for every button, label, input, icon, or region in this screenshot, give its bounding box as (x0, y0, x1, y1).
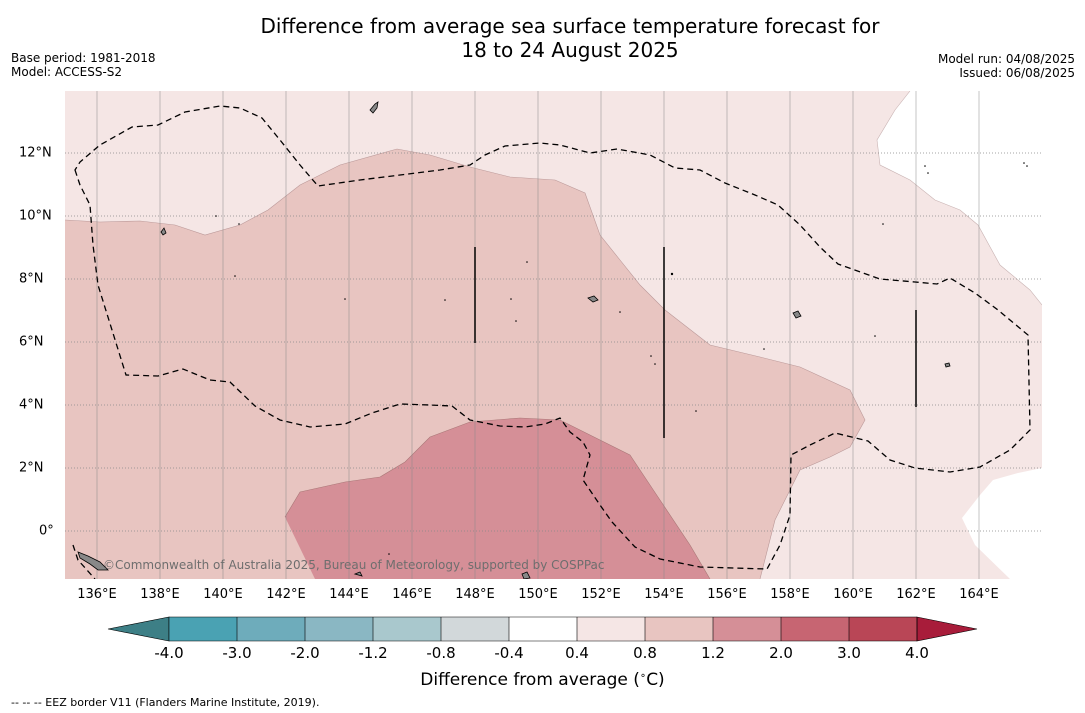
colorbar-tick: -4.0 (154, 644, 184, 662)
lat-label: 8°N (19, 271, 44, 287)
islands (77, 101, 951, 579)
colorbar-under (107, 616, 170, 642)
colorbar-bin (237, 617, 305, 641)
lat-label: 6°N (19, 334, 44, 350)
eez-border-palau-fsm (74, 105, 1031, 570)
lat-label: 12°N (19, 145, 52, 161)
model-name: Model: ACCESS-S2 (11, 65, 123, 79)
colorbar-tick: -0.4 (494, 644, 524, 662)
colorbar-bin (373, 617, 441, 641)
map-title: Difference from average sea surface temp… (0, 14, 1085, 62)
colorbar-tick: 2.0 (769, 644, 793, 662)
lon-label: 138°E (140, 587, 180, 602)
colorbar-tick: -1.2 (358, 644, 388, 662)
degree-symbol: ∘ (639, 670, 647, 682)
colorbar-bin (577, 617, 645, 641)
anomaly-band-0.8-1.2 (65, 149, 865, 579)
colorbar-tick: -3.0 (222, 644, 252, 662)
atolls (215, 162, 1028, 555)
lon-label: 154°E (644, 587, 684, 602)
lon-label: 162°E (896, 587, 936, 602)
eez-footnote: -- -- -- EEZ border V11 (Flanders Marine… (11, 696, 320, 709)
lon-label: 158°E (770, 587, 810, 602)
colorbar-tick: 4.0 (905, 644, 929, 662)
colorbar (107, 616, 978, 642)
lon-label: 152°E (581, 587, 621, 602)
lat-label: 0° (39, 523, 54, 539)
lon-label: 144°E (329, 587, 369, 602)
colorbar-tick: 0.4 (565, 644, 589, 662)
colorbar-bin (849, 617, 917, 641)
anomaly-band-near-zero (877, 91, 1042, 305)
island-manus (77, 551, 109, 571)
colorbar-label: Difference from average (∘C) (0, 670, 1085, 690)
island-pohnpei (792, 310, 802, 319)
colorbar-bin (509, 617, 577, 641)
lon-label: 136°E (77, 587, 117, 602)
run-info: Model run: 04/08/2025 Issued: 06/08/2025 (938, 52, 1075, 80)
title-line-2: 18 to 24 August 2025 (461, 38, 679, 62)
colorbar-label-unit: C) (646, 670, 665, 690)
eez-border-png (72, 544, 96, 579)
contour-line-0.8 (65, 148, 866, 579)
contour-line-1.2 (284, 417, 711, 579)
lon-label: 150°E (518, 587, 558, 602)
lon-label: 164°E (959, 587, 999, 602)
island-yap (160, 227, 167, 236)
copyright-credit: ©Commonwealth of Australia 2025, Bureau … (103, 558, 605, 572)
colorbar-label-text: Difference from average ( (420, 670, 640, 690)
island-new-ireland-tip (521, 571, 531, 579)
island-kosrae (944, 362, 951, 368)
colorbar-tick: 0.8 (633, 644, 657, 662)
issued-date: Issued: 06/08/2025 (959, 66, 1075, 80)
colorbar-tick: -2.0 (290, 644, 320, 662)
title-line-1: Difference from average sea surface temp… (260, 14, 880, 38)
colorbar-bin (781, 617, 849, 641)
anomaly-band-near-zero-south (962, 468, 1042, 579)
colorbar-tick: 1.2 (701, 644, 725, 662)
lat-label: 2°N (19, 460, 44, 476)
colorbar-bin (305, 617, 373, 641)
colorbar-bin (645, 617, 713, 641)
lon-label: 146°E (392, 587, 432, 602)
lon-label: 140°E (203, 587, 243, 602)
colorbar-bin (169, 617, 237, 641)
lat-gridlines (65, 152, 1042, 532)
lon-label: 142°E (266, 587, 306, 602)
lon-label: 148°E (455, 587, 495, 602)
lat-label: 10°N (19, 208, 52, 224)
contour-line-0.4 (876, 91, 1042, 306)
lat-label: 4°N (19, 397, 44, 413)
colorbar-tick: -0.8 (426, 644, 456, 662)
colorbar-tick: 3.0 (837, 644, 861, 662)
anomaly-band-1.2-2.0 (285, 418, 710, 579)
lon-label: 160°E (833, 587, 873, 602)
lon-label: 156°E (707, 587, 747, 602)
island-kapingamarangi (353, 571, 363, 577)
model-info: Base period: 1981-2018 Model: ACCESS-S2 (11, 51, 156, 79)
base-period: Base period: 1981-2018 (11, 51, 156, 65)
colorbar-bin (713, 617, 781, 641)
island-chuuk (587, 295, 599, 303)
model-run-date: Model run: 04/08/2025 (937, 52, 1075, 66)
colorbar-over (916, 616, 978, 642)
island-guam (369, 101, 379, 114)
colorbar-bin (441, 617, 509, 641)
